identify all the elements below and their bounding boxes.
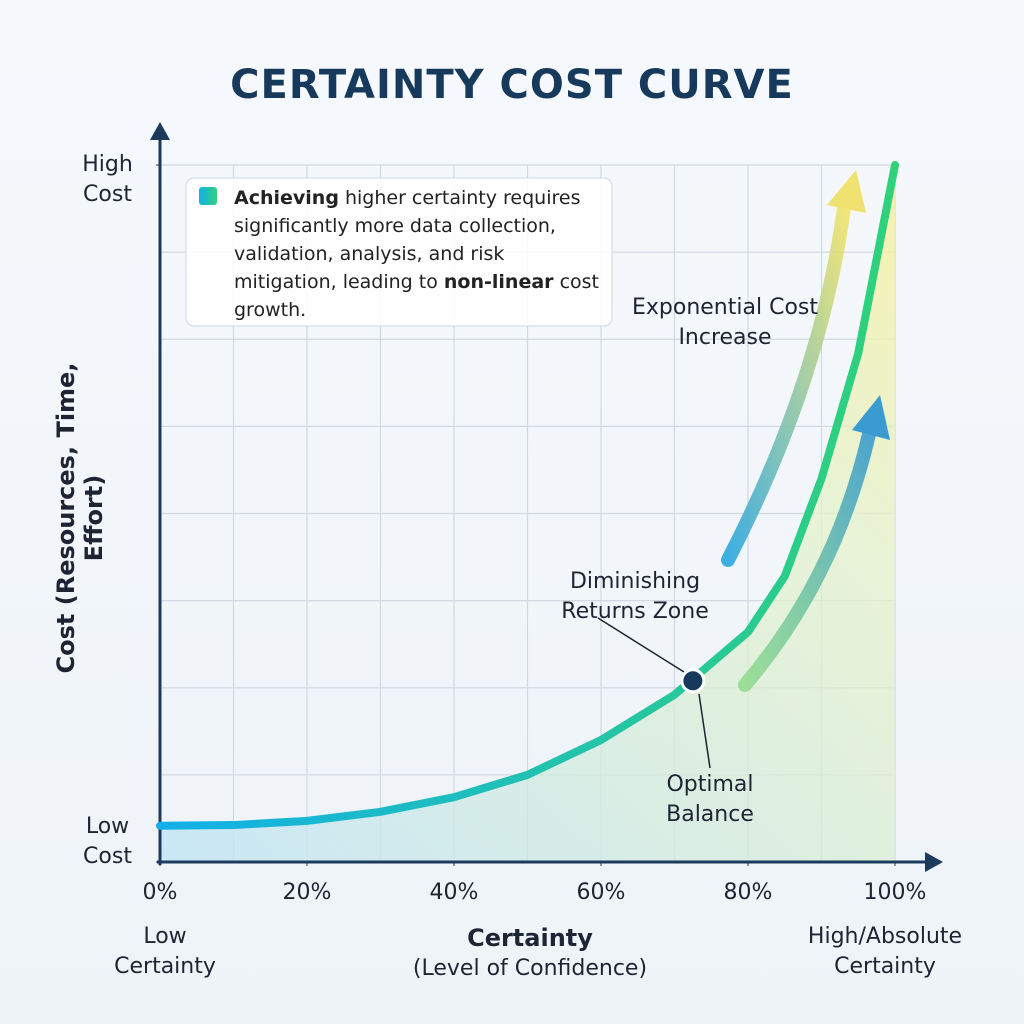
y-axis-arrow (150, 122, 170, 140)
decor-arrowhead (852, 395, 890, 440)
x-tick-label: 40% (429, 880, 479, 905)
x-tick-label: 60% (576, 880, 626, 905)
y-axis-title: Cost (Resources, Time, Effort) (52, 362, 108, 674)
leader-line (698, 693, 711, 769)
optimal-point (680, 668, 706, 694)
callout-text: Achieving higher certainty requires sign… (234, 184, 604, 324)
y-tick-label: Low Cost (83, 814, 132, 869)
callout-box (185, 177, 613, 327)
decor-arrowhead (827, 170, 866, 213)
decor-arrow (738, 423, 877, 692)
chart-title: CERTAINTY COST CURVE (230, 62, 794, 108)
x-tick-label: 0% (142, 880, 178, 905)
leader-line (597, 617, 685, 673)
x-tick-label: 80% (723, 880, 773, 905)
x-axis-title: Certainty (467, 924, 593, 952)
cost-line (156, 161, 899, 830)
x-tick-label: 100% (863, 880, 927, 905)
annotation: Optimal Balance (666, 772, 754, 827)
callout-part: Achieving (234, 187, 339, 209)
decor-arrow (721, 193, 852, 567)
x-axis-arrow (925, 852, 943, 872)
callout-part: non-linear (443, 271, 554, 293)
area (160, 165, 895, 862)
annotation: Diminishing Returns Zone (561, 569, 709, 624)
x-tick-label: 20% (282, 880, 332, 905)
x-start-label: Low Certainty (114, 924, 216, 979)
y-tick-label: High Cost (82, 152, 133, 207)
x-axis-subtitle: (Level of Confidence) (412, 956, 648, 981)
annotation: Exponential Cost Increase (631, 295, 818, 350)
x-end-label: High/Absolute Certainty (807, 924, 963, 979)
callout-icon (199, 187, 217, 205)
callout-part: cost growth. (234, 271, 599, 321)
callout-part: higher certainty requires significantly … (234, 187, 581, 293)
